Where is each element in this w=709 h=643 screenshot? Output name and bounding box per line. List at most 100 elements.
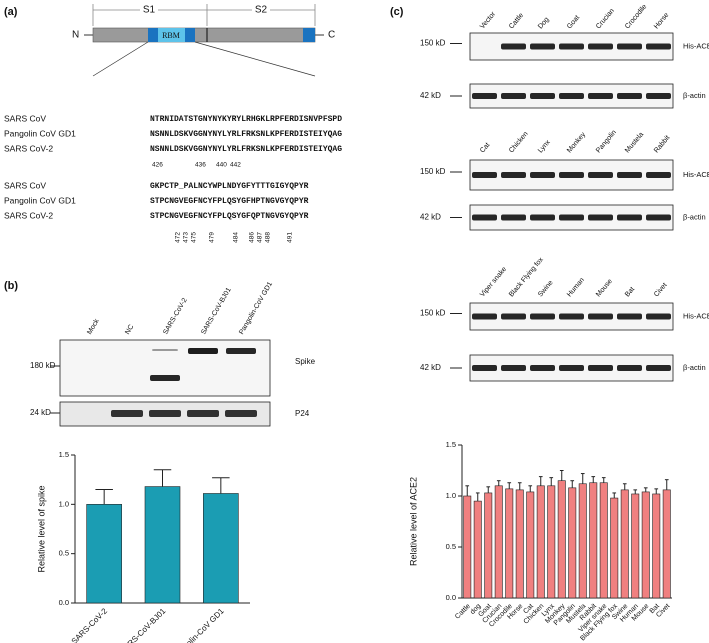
- bar: [610, 497, 619, 599]
- band: [588, 93, 613, 99]
- residue-number: 473: [183, 232, 190, 243]
- band: [226, 348, 256, 354]
- panel-label: (a): [4, 6, 18, 18]
- residue-number: 491: [287, 232, 294, 243]
- lane-label: Cattle: [508, 12, 525, 31]
- blot-label: P24: [295, 409, 310, 418]
- bar: [515, 489, 524, 599]
- y-tick-label: 1.5: [446, 440, 456, 449]
- lane-label: Pangolin-CoV GD1: [238, 281, 274, 336]
- band: [646, 365, 671, 371]
- marker-label: 180 kD: [30, 361, 56, 370]
- residue-number: 475: [191, 232, 198, 243]
- lane-label: Rabbit: [653, 134, 671, 154]
- bar: [484, 492, 493, 599]
- lane-label: SARS-CoV-BJ01: [200, 287, 233, 336]
- residue-number: 488: [265, 232, 272, 243]
- lane-label: Dog: [537, 16, 551, 30]
- band: [530, 365, 555, 371]
- band: [559, 313, 584, 320]
- y-tick-label: 0.5: [446, 542, 456, 551]
- residue-number: 442: [230, 162, 241, 169]
- bar: [203, 493, 239, 604]
- sequence-name: SARS CoV: [4, 180, 46, 190]
- sequence: NTRNIDATSTGNYNYKYRYLRHGKLRPFERDISNVPFSPD: [150, 115, 342, 124]
- band: [617, 313, 642, 320]
- lane-label: Mock: [86, 318, 101, 336]
- bar: [494, 485, 503, 599]
- band: [559, 214, 584, 221]
- band: [617, 365, 642, 371]
- sequence: GKPCTP_PALNCYWPLNDYGFYTTTGIGYQPYR: [150, 182, 309, 191]
- residue-number: 487: [257, 232, 264, 243]
- band: [149, 410, 181, 417]
- residue-number: 440: [216, 162, 227, 169]
- residue-number: 426: [152, 162, 163, 169]
- n-terminus: N: [72, 30, 79, 41]
- c-terminus: C: [328, 30, 335, 41]
- x-tick-label: SARS-CoV-BJ01: [118, 606, 168, 643]
- lane-label: Lynx: [537, 138, 552, 154]
- bar: [86, 504, 122, 604]
- band: [472, 93, 497, 99]
- blot-label: His-ACE2: [683, 311, 709, 320]
- band: [187, 410, 219, 417]
- bar: [536, 485, 545, 599]
- sequence: STPCNGVEGFNCYFPLQSYGFQPTNGVGYQPYR: [150, 212, 309, 221]
- sequence-name: Pangolin CoV GD1: [4, 195, 76, 205]
- lane-label: Mustela: [624, 131, 645, 154]
- label-bg: [140, 4, 158, 16]
- zoom-line: [194, 41, 316, 77]
- residue-number: 479: [209, 232, 216, 243]
- bar: [641, 491, 650, 599]
- band: [559, 365, 584, 371]
- bar: [144, 486, 181, 604]
- band: [501, 313, 526, 320]
- band: [472, 172, 497, 178]
- marker-label: 42 kD: [420, 213, 441, 222]
- tm-block: [303, 28, 315, 42]
- rbm-block: [158, 28, 185, 42]
- band: [646, 172, 671, 178]
- lane-label: Bat: [624, 286, 636, 299]
- band: [501, 214, 526, 221]
- residue-number: 472: [175, 232, 182, 243]
- y-tick-label: 0.5: [59, 549, 69, 558]
- lane-label: Civet: [653, 282, 669, 299]
- bar: [631, 493, 640, 599]
- band: [588, 43, 613, 50]
- lane-label: Swine: [537, 279, 555, 298]
- blot-label: β-actin: [683, 212, 706, 221]
- band: [617, 214, 642, 221]
- band: [501, 93, 526, 99]
- lane-label: Horse: [653, 12, 670, 31]
- bar: [589, 482, 598, 599]
- lane-label: Crucian: [595, 7, 616, 30]
- band: [588, 172, 613, 178]
- band: [530, 214, 555, 221]
- residue-number: 484: [233, 232, 240, 243]
- band: [588, 313, 613, 320]
- blot-label: Spike: [295, 357, 316, 366]
- lane-label: Cat: [479, 142, 491, 155]
- label-bg: [252, 4, 270, 16]
- sequence: STPCNGVEGFNCYFPLQSYGFHPTNGVGYQPYR: [150, 197, 309, 206]
- band: [530, 93, 555, 99]
- sequence: NSNNLDSKVGGNYNYLYRLFRKSNLKPFERDISTEIYQAG: [150, 145, 342, 154]
- band: [617, 172, 642, 178]
- band: [646, 93, 671, 99]
- band: [150, 375, 180, 381]
- band: [472, 214, 497, 221]
- bar: [568, 487, 577, 599]
- bar: [620, 489, 629, 599]
- x-tick-label: Pangolin-CoV GD1: [171, 606, 226, 643]
- band: [646, 214, 671, 221]
- marker-label: 42 kD: [420, 363, 441, 372]
- band: [559, 93, 584, 99]
- bar: [473, 500, 482, 599]
- y-tick-label: 0.0: [446, 593, 456, 602]
- band: [501, 43, 526, 50]
- bar: [557, 480, 566, 599]
- spike-bar: [92, 27, 316, 43]
